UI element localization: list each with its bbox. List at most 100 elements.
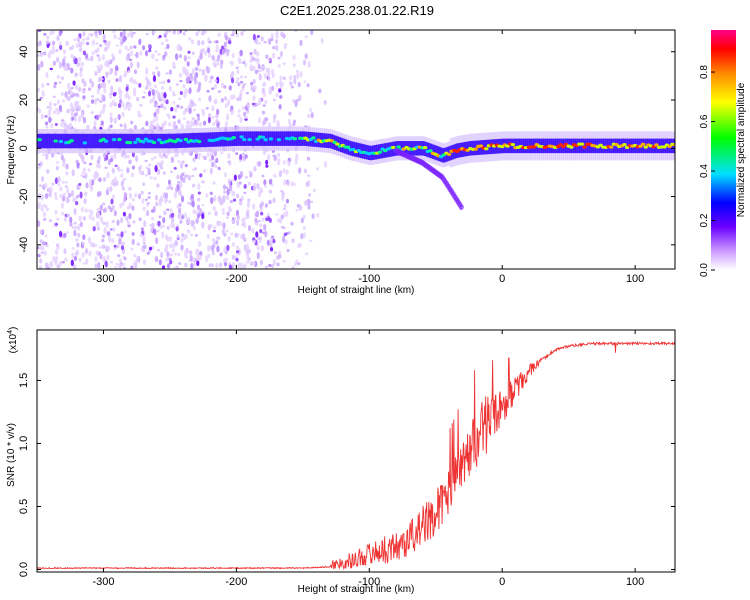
noise-speckle: [93, 126, 97, 130]
noise-speckle: [218, 53, 222, 57]
noise-speckle: [153, 84, 158, 89]
noise-speckle: [149, 227, 154, 233]
ridge-peak: [268, 137, 274, 141]
noise-speckle: [160, 159, 164, 166]
noise-speckle: [155, 237, 159, 245]
noise-speckle: [226, 211, 230, 217]
noise-speckle: [272, 197, 276, 204]
noise-speckle: [48, 116, 52, 124]
noise-speckle: [158, 81, 162, 84]
noise-speckle: [292, 119, 297, 124]
noise-speckle: [112, 227, 116, 232]
noise-speckle: [62, 125, 67, 129]
noise-speckle: [228, 264, 232, 269]
snr-x-tick-label: -300: [92, 576, 114, 588]
noise-speckle: [144, 50, 149, 57]
ridge-peak: [82, 141, 88, 145]
noise-speckle: [113, 244, 117, 248]
noise-speckle: [122, 266, 127, 269]
noise-speckle: [217, 32, 221, 37]
snr-y-scale-base: (x10: [8, 333, 19, 353]
noise-speckle: [55, 161, 59, 164]
noise-speckle: [211, 105, 215, 112]
noise-speckle: [146, 202, 151, 205]
noise-speckle: [253, 166, 257, 172]
noise-speckle: [306, 156, 311, 161]
noise-speckle: [110, 85, 114, 92]
noise-speckle: [99, 82, 104, 89]
ridge-core: [122, 133, 126, 149]
noise-speckle: [307, 60, 311, 68]
noise-speckle: [246, 101, 250, 109]
noise-speckle: [221, 82, 225, 89]
ridge-peak: [582, 145, 587, 149]
noise-speckle: [154, 194, 159, 201]
noise-speckle: [207, 211, 211, 215]
noise-speckle: [131, 205, 135, 211]
ridge-peak: [505, 144, 510, 148]
noise-speckle: [37, 53, 40, 57]
noise-speckle: [174, 266, 178, 269]
noise-speckle: [261, 174, 265, 178]
noise-speckle: [61, 261, 65, 264]
noise-speckle: [195, 217, 199, 224]
noise-speckle: [155, 115, 159, 122]
ridge-peak: [103, 139, 109, 143]
noise-speckle: [192, 157, 196, 163]
noise-speckle: [280, 189, 284, 193]
noise-speckle: [150, 216, 155, 221]
noise-speckle: [121, 186, 126, 191]
noise-speckle: [60, 121, 64, 128]
noise-speckle: [183, 212, 188, 220]
noise-speckle: [195, 248, 199, 256]
noise-speckle: [273, 113, 277, 120]
noise-speckle: [73, 221, 77, 225]
ridge-core: [84, 133, 88, 149]
noise-speckle: [185, 174, 189, 178]
noise-speckle: [75, 237, 79, 242]
noise-speckle: [185, 76, 189, 84]
noise-speckle: [74, 57, 78, 65]
noise-speckle: [90, 99, 95, 104]
noise-speckle: [210, 76, 214, 79]
noise-speckle: [260, 245, 264, 252]
noise-speckle: [130, 32, 134, 38]
ridge-core: [238, 131, 241, 146]
ridge-core: [136, 133, 140, 149]
snr-frame: [36, 329, 676, 573]
ridge-core: [266, 131, 269, 146]
noise-speckle: [61, 62, 65, 67]
noise-speckle: [206, 152, 210, 158]
noise-speckle: [210, 161, 215, 168]
ridge-core: [82, 133, 86, 149]
noise-speckle: [136, 96, 140, 102]
noise-speckle: [133, 253, 137, 258]
noise-speckle: [194, 66, 199, 71]
noise-speckle: [104, 166, 108, 169]
noise-speckle: [205, 107, 209, 110]
noise-speckle: [96, 54, 100, 57]
noise-speckle: [174, 240, 178, 246]
colorbar-tick-label: 0.6: [699, 114, 710, 128]
noise-speckle: [76, 194, 80, 199]
noise-speckle: [105, 71, 109, 79]
noise-speckle: [109, 112, 113, 116]
noise-speckle: [73, 116, 78, 122]
noise-speckle: [131, 197, 135, 202]
noise-speckle: [168, 199, 172, 204]
noise-speckle: [65, 171, 69, 176]
noise-speckle: [40, 245, 44, 251]
noise-speckle: [155, 122, 159, 129]
noise-speckle: [206, 233, 210, 239]
ridge-core: [296, 131, 299, 146]
noise-speckle: [82, 90, 86, 94]
noise-speckle: [53, 191, 58, 197]
noise-speckle: [45, 207, 49, 212]
noise-speckle: [193, 74, 197, 82]
noise-speckle: [210, 154, 215, 161]
noise-speckle: [92, 242, 96, 248]
noise-speckle: [262, 104, 266, 107]
noise-speckle: [294, 158, 298, 165]
noise-speckle: [179, 46, 183, 52]
noise-speckle: [156, 183, 160, 188]
